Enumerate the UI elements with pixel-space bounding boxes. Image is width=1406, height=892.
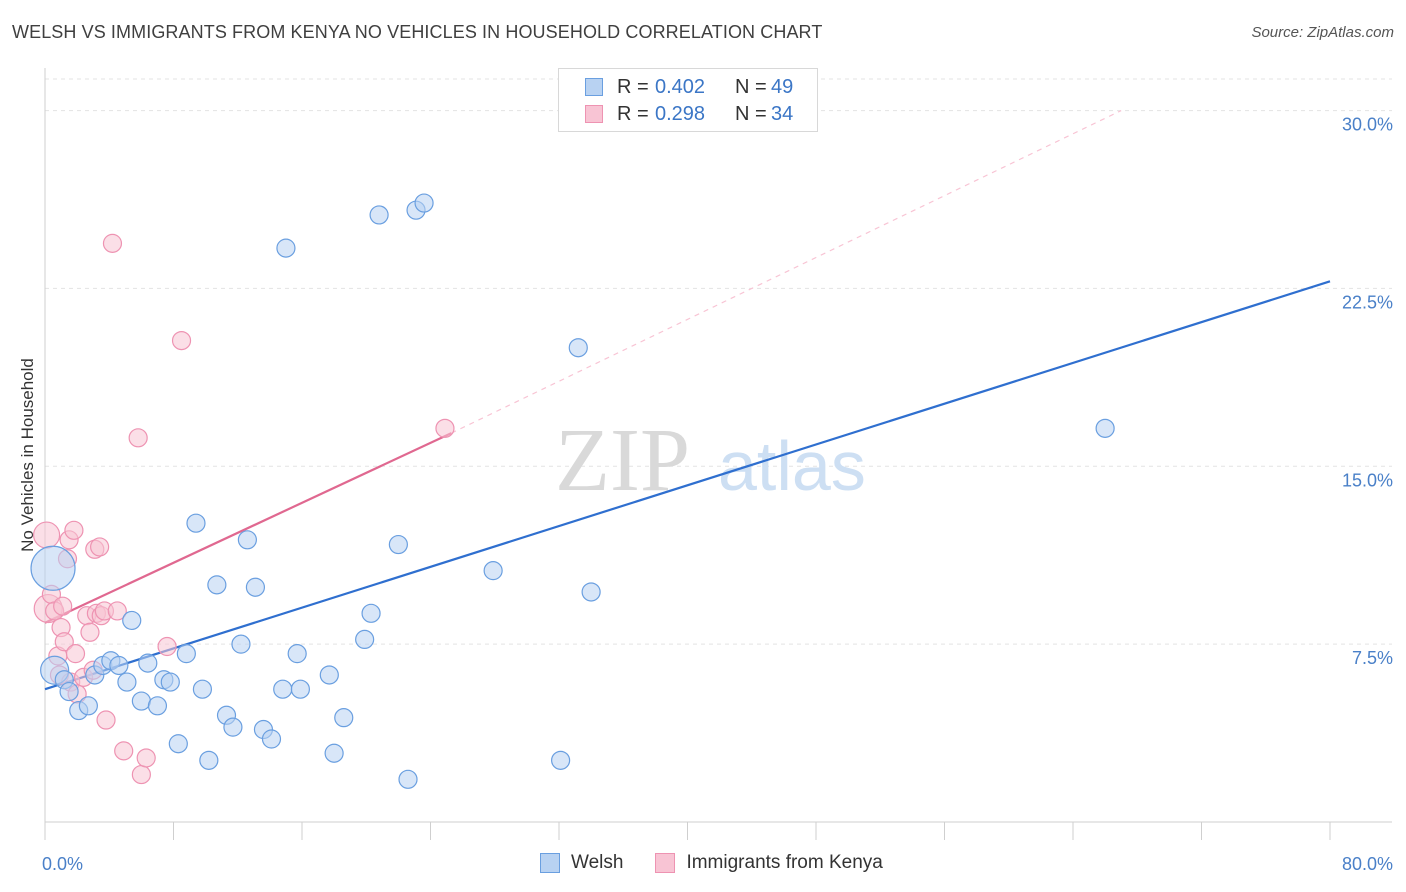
series-name-kenya: Immigrants from Kenya bbox=[686, 852, 883, 873]
point-welsh-36 bbox=[334, 708, 354, 728]
point-welsh-16 bbox=[160, 672, 180, 692]
series-legend-welsh[interactable]: Welsh bbox=[540, 852, 623, 874]
point-kenya-13 bbox=[65, 644, 86, 664]
watermark: ZIP atlas bbox=[555, 411, 866, 510]
point-welsh-35 bbox=[324, 743, 344, 763]
point-welsh-3 bbox=[59, 681, 79, 702]
point-welsh-34 bbox=[319, 665, 339, 685]
point-welsh-43 bbox=[414, 193, 434, 213]
point-welsh-20 bbox=[192, 679, 213, 699]
point-welsh-40 bbox=[388, 534, 408, 555]
point-welsh-45 bbox=[551, 750, 571, 770]
point-kenya-8 bbox=[54, 632, 74, 652]
point-welsh-25 bbox=[231, 634, 251, 654]
legend-r-label: R = bbox=[617, 75, 649, 98]
point-welsh-30 bbox=[273, 679, 293, 699]
point-welsh-44 bbox=[483, 561, 503, 581]
point-welsh-17 bbox=[168, 734, 188, 754]
y-tick-label-2: 22.5% bbox=[1342, 292, 1393, 312]
point-kenya-7 bbox=[53, 596, 73, 616]
point-welsh-19 bbox=[186, 513, 206, 533]
point-kenya-29 bbox=[131, 764, 151, 785]
point-kenya-31 bbox=[157, 636, 177, 657]
gridlines bbox=[45, 78, 1392, 645]
trend-line-1 bbox=[44, 432, 452, 624]
point-welsh-9 bbox=[109, 655, 129, 676]
watermark-atlas: atlas bbox=[718, 427, 866, 505]
source-label: Source: ZipAtlas.com bbox=[1251, 24, 1394, 41]
legend-row-kenya: R = 0.298 N = 34 bbox=[585, 102, 793, 126]
point-kenya-25 bbox=[102, 233, 123, 253]
series-swatch-welsh bbox=[540, 853, 560, 873]
point-welsh-5 bbox=[78, 696, 98, 716]
legend-r-value-welsh: 0.402 bbox=[655, 75, 706, 98]
point-welsh-47 bbox=[581, 582, 601, 602]
y-tick-label-1: 15.0% bbox=[1342, 470, 1393, 490]
point-welsh-24 bbox=[223, 717, 243, 737]
legend-n-label: N = bbox=[735, 75, 767, 98]
y-tick-label-3: 30.0% bbox=[1342, 115, 1393, 135]
series-legend-kenya[interactable]: Immigrants from Kenya bbox=[655, 852, 883, 874]
legend-swatch-kenya bbox=[585, 105, 603, 123]
point-welsh-48 bbox=[1095, 418, 1115, 438]
point-welsh-22 bbox=[207, 575, 227, 595]
point-kenya-30 bbox=[136, 748, 156, 768]
point-welsh-11 bbox=[122, 610, 142, 631]
legend-r-value-kenya: 0.298 bbox=[655, 102, 706, 125]
point-kenya-32 bbox=[171, 331, 192, 351]
axes bbox=[44, 68, 1392, 840]
legend-n-label: N = bbox=[735, 102, 767, 125]
legend: R = 0.402 N = 49 R = 0.298 N = 34 bbox=[558, 68, 818, 132]
legend-n-value-welsh: 49 bbox=[771, 75, 794, 98]
tick-labels: 7.5% 15.0% 22.5% 30.0% 0.0% 80.0% bbox=[42, 115, 1393, 874]
point-kenya-0 bbox=[33, 521, 61, 549]
point-kenya-28 bbox=[128, 428, 148, 448]
y-tick-label-0: 7.5% bbox=[1352, 648, 1393, 668]
point-welsh-39 bbox=[369, 205, 389, 225]
point-welsh-26 bbox=[237, 530, 257, 550]
trend-lines bbox=[44, 110, 1331, 691]
legend-row-welsh: R = 0.402 N = 49 bbox=[585, 75, 793, 99]
point-welsh-46 bbox=[568, 338, 588, 358]
data-points bbox=[30, 193, 1115, 789]
series-name-welsh: Welsh bbox=[571, 852, 624, 873]
point-kenya-33 bbox=[435, 418, 455, 438]
point-kenya-24 bbox=[96, 710, 116, 730]
point-welsh-31 bbox=[276, 238, 296, 258]
point-welsh-41 bbox=[398, 769, 418, 789]
point-kenya-21 bbox=[90, 537, 110, 557]
point-kenya-17 bbox=[80, 622, 100, 642]
point-welsh-13 bbox=[138, 653, 158, 673]
point-welsh-14 bbox=[147, 696, 168, 716]
x-tick-label-min: 0.0% bbox=[42, 854, 83, 874]
point-welsh-37 bbox=[355, 629, 375, 650]
legend-n-value-kenya: 34 bbox=[771, 102, 794, 125]
point-welsh-18 bbox=[176, 644, 196, 664]
trend-line-ext-1 bbox=[451, 110, 1122, 434]
point-kenya-26 bbox=[107, 601, 127, 621]
point-welsh-27 bbox=[245, 577, 266, 597]
point-welsh-38 bbox=[361, 603, 381, 623]
point-kenya-12 bbox=[64, 520, 84, 540]
point-welsh-32 bbox=[287, 644, 307, 664]
series-legend: Welsh Immigrants from Kenya bbox=[540, 852, 915, 874]
chart-title: WELSH VS IMMIGRANTS FROM KENYA NO VEHICL… bbox=[12, 22, 823, 42]
watermark-zip: ZIP bbox=[555, 411, 690, 510]
point-kenya-27 bbox=[114, 741, 134, 761]
legend-swatch-welsh bbox=[585, 78, 603, 96]
x-tick-label-max: 80.0% bbox=[1342, 854, 1393, 874]
point-welsh-12 bbox=[131, 691, 151, 711]
trend-line-0 bbox=[44, 280, 1331, 691]
point-welsh-33 bbox=[290, 679, 310, 699]
point-welsh-29 bbox=[261, 729, 282, 749]
point-welsh-0 bbox=[30, 545, 76, 591]
point-welsh-10 bbox=[117, 672, 137, 692]
series-swatch-kenya bbox=[655, 853, 676, 873]
point-welsh-21 bbox=[199, 750, 219, 770]
legend-r-label: R = bbox=[617, 102, 649, 125]
